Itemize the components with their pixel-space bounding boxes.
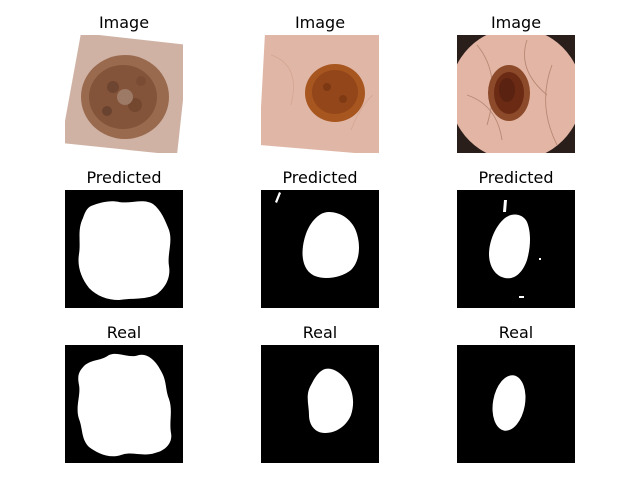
- predicted-artifact-3b: [519, 296, 524, 298]
- real-lesion-1: [77, 353, 172, 457]
- real-title-3: Real: [498, 323, 534, 342]
- dermoscopy-image-1-svg: [65, 35, 183, 153]
- dermoscopy-image-3-svg: [457, 35, 575, 153]
- real-mask-2: [261, 345, 379, 463]
- dermoscopy-image-3: [457, 35, 575, 153]
- predicted-lesion-3: [489, 214, 530, 279]
- predicted-mask-2: [261, 190, 379, 308]
- predicted-mask-2-svg: [261, 190, 379, 308]
- predicted-mask-3: [457, 190, 575, 308]
- predicted-lesion-1: [78, 201, 171, 300]
- dermoscopy-image-2-svg: [261, 35, 379, 153]
- predicted-artifact-2: [275, 192, 281, 203]
- real-mask-1-svg: [65, 345, 183, 463]
- real-title-1: Real: [106, 323, 142, 342]
- predicted-mask-1: [65, 190, 183, 308]
- predicted-mask-1-svg: [65, 190, 183, 308]
- real-mask-3-svg: [457, 345, 575, 463]
- dermoscopy-image-1: [65, 35, 183, 153]
- image-title-1: Image: [98, 13, 150, 32]
- predicted-artifact-3c: [539, 258, 541, 260]
- real-title-2: Real: [302, 323, 338, 342]
- predicted-title-2: Predicted: [282, 168, 358, 187]
- real-lesion-3: [492, 375, 526, 431]
- real-mask-3: [457, 345, 575, 463]
- predicted-artifact-3a: [503, 200, 507, 212]
- predicted-lesion-2: [302, 212, 359, 278]
- predicted-title-1: Predicted: [86, 168, 162, 187]
- predicted-title-3: Predicted: [478, 168, 554, 187]
- real-mask-2-svg: [261, 345, 379, 463]
- dermoscopy-image-2: [261, 35, 379, 153]
- real-mask-1: [65, 345, 183, 463]
- real-lesion-2: [307, 368, 354, 433]
- image-title-2: Image: [294, 13, 346, 32]
- image-title-3: Image: [490, 13, 542, 32]
- predicted-mask-3-svg: [457, 190, 575, 308]
